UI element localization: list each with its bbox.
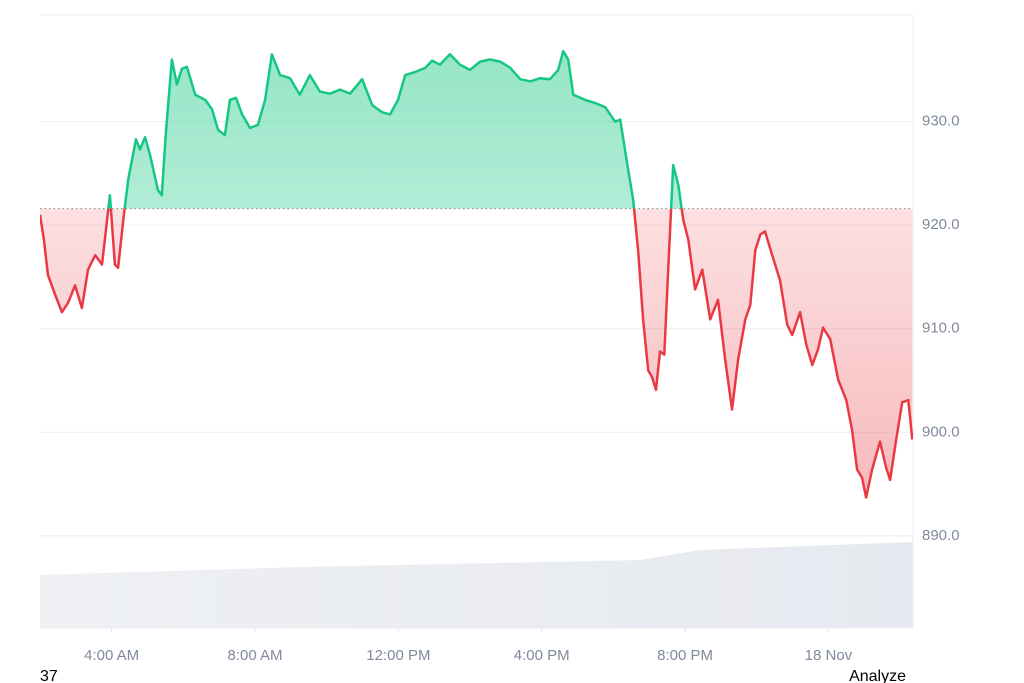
area-up xyxy=(40,51,913,209)
x-tick-label: 4:00 PM xyxy=(514,647,570,664)
y-tick-label: 920.0 xyxy=(922,216,960,233)
volume-area xyxy=(40,542,913,628)
x-tick-label: 8:00 AM xyxy=(228,647,283,664)
price-line-up xyxy=(107,49,683,209)
footer-left: 37 xyxy=(40,668,58,683)
y-tick-label: 930.0 xyxy=(922,113,960,130)
y-tick-label: 890.0 xyxy=(922,527,960,544)
x-tick-label: 4:00 AM xyxy=(84,647,139,664)
footer-right[interactable]: Analyze xyxy=(849,668,906,683)
y-tick-label: 910.0 xyxy=(922,320,960,337)
x-tick-label: 8:00 PM xyxy=(657,647,713,664)
x-tick-label: 18 Nov xyxy=(805,647,853,664)
y-tick-label: 900.0 xyxy=(922,423,960,440)
x-tick-label: 12:00 PM xyxy=(366,647,430,664)
price-line-down xyxy=(40,208,913,499)
